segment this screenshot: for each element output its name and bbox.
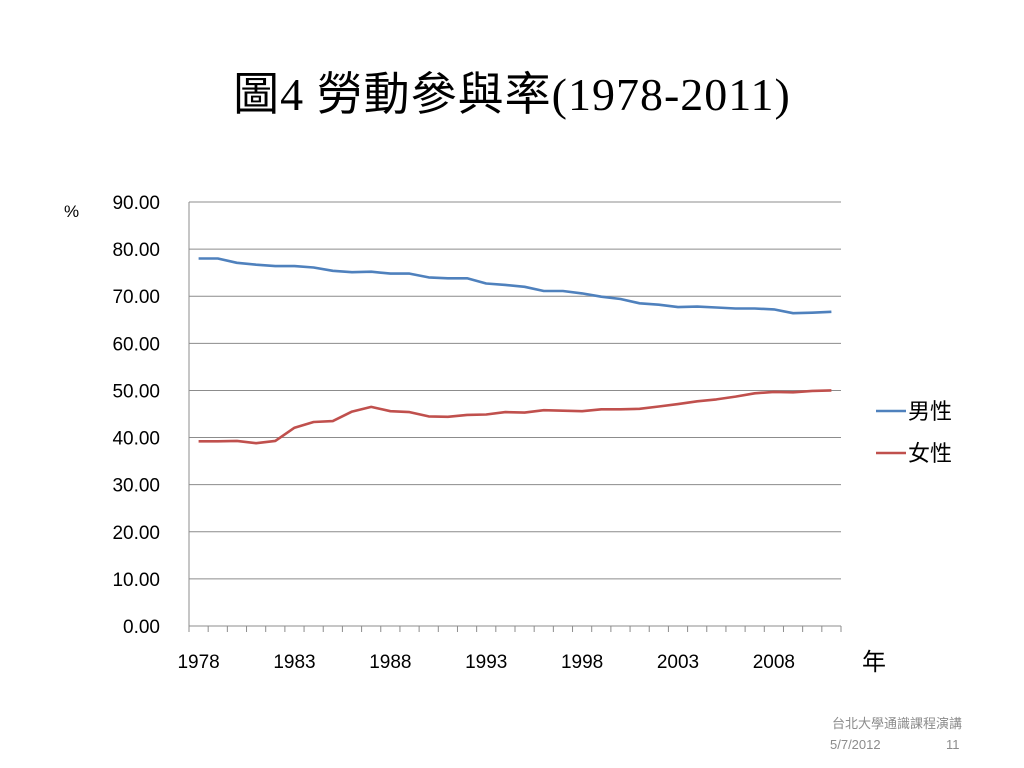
y-tick-label: 20.00 bbox=[112, 523, 160, 544]
footer-date: 5/7/2012 bbox=[830, 737, 881, 752]
x-tick-label: 2003 bbox=[657, 652, 699, 673]
y-tick-label: 80.00 bbox=[112, 240, 160, 261]
y-tick-label: 40.00 bbox=[112, 429, 160, 450]
legend-label: 男性 bbox=[908, 400, 952, 425]
y-tick-label: 70.00 bbox=[112, 287, 160, 308]
page-number: 11 bbox=[946, 737, 960, 752]
y-tick-label: 10.00 bbox=[112, 570, 160, 591]
x-tick-label: 1983 bbox=[273, 652, 315, 673]
x-tick-label: 1978 bbox=[177, 652, 219, 673]
x-axis-label: 年 bbox=[862, 648, 886, 676]
y-tick-label: 90.00 bbox=[112, 193, 160, 214]
legend-label: 女性 bbox=[908, 442, 952, 467]
x-tick-label: 1993 bbox=[465, 652, 507, 673]
line-chart: 0.00 10.00 20.00 30.00 40.00 50.00 60.00 70.00 8… bbox=[64, 193, 952, 676]
series-line bbox=[198, 257, 832, 315]
y-tick-label: 50.00 bbox=[112, 381, 160, 402]
slide-title: 圖4 勞動參與率(1978-2011) bbox=[233, 69, 791, 120]
series-line bbox=[198, 389, 832, 445]
footer-organization: 台北大學通識課程演講 bbox=[831, 716, 962, 731]
y-tick-label: 0.00 bbox=[123, 617, 160, 638]
x-tick-label: 1998 bbox=[561, 652, 603, 673]
y-axis-label: % bbox=[64, 202, 79, 221]
x-tick-label: 1988 bbox=[369, 652, 411, 673]
x-tick-label: 2008 bbox=[753, 652, 795, 673]
y-tick-label: 60.00 bbox=[112, 334, 160, 355]
y-tick-label: 30.00 bbox=[112, 476, 160, 497]
